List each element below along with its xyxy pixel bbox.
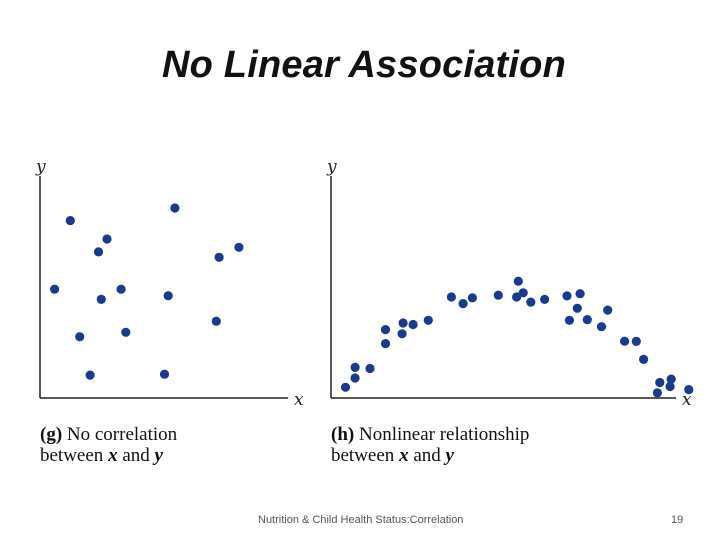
panel-h-y-label: y xyxy=(326,157,337,177)
panel-h-point-6 xyxy=(380,325,391,335)
panel-h-point-31 xyxy=(655,377,665,388)
panel-g-tag: (g) xyxy=(40,424,63,445)
panel-g-point-15 xyxy=(234,242,244,252)
panel-g-points xyxy=(50,203,244,380)
panel-h-point-4 xyxy=(365,363,375,374)
panel-h-points xyxy=(340,276,694,398)
panel-h-point-21 xyxy=(564,315,575,325)
panel-h-caption-line1: Nonlinear relationship xyxy=(358,424,530,445)
panel-g-point-2 xyxy=(65,216,75,226)
panel-h-point-1 xyxy=(340,382,351,392)
panel-h-point-9 xyxy=(408,319,418,330)
panel-g-point-1 xyxy=(50,284,60,294)
panel-h-point-22 xyxy=(572,303,582,313)
panel-g-point-4 xyxy=(85,370,95,380)
panel-h-point-18 xyxy=(526,297,536,307)
panel-h-point-19 xyxy=(540,294,550,304)
panel-h-point-16 xyxy=(513,276,523,286)
panel-h-point-33 xyxy=(666,374,676,384)
panel-g-point-5 xyxy=(93,247,104,257)
panel-g-caption-x: x xyxy=(108,445,118,466)
panel-h-point-29 xyxy=(639,354,649,364)
panel-h-point-23 xyxy=(575,289,585,299)
panel-g-point-6 xyxy=(96,294,106,304)
panel-g-caption-and: and xyxy=(122,445,150,466)
panel-g-caption-y: y xyxy=(154,445,163,466)
panel-h-point-32 xyxy=(665,381,675,392)
panel-h-point-8 xyxy=(398,318,408,328)
panel-g-x-label: x xyxy=(294,390,304,410)
panel-h-point-25 xyxy=(596,322,607,332)
panel-h-point-7 xyxy=(397,329,407,339)
panel-g-caption-line1: No correlation xyxy=(66,424,178,445)
page-number: 19 xyxy=(671,514,684,526)
panel-h-point-17 xyxy=(518,288,528,298)
panel-h-point-27 xyxy=(620,336,630,346)
panel-h-tag: (h) xyxy=(331,424,355,445)
panel-g-point-8 xyxy=(116,284,126,294)
panel-h-point-2 xyxy=(350,373,360,383)
panel-h-caption-y: y xyxy=(445,445,454,466)
panel-g-caption-between: between xyxy=(40,445,104,466)
panel-h-point-30 xyxy=(652,388,663,398)
panel-g-point-11 xyxy=(163,291,173,301)
panel-h-axes: y x xyxy=(326,157,692,410)
panel-h-caption-and: and xyxy=(413,445,441,466)
slide-footer: Nutrition & Child Health Status:Correlat… xyxy=(258,514,464,526)
panel-g-point-9 xyxy=(121,327,131,337)
panel-h-point-20 xyxy=(562,291,572,301)
panel-g-point-3 xyxy=(75,332,85,342)
panel-h-point-24 xyxy=(582,315,592,325)
panel-g-point-14 xyxy=(214,252,224,262)
panel-h-point-11 xyxy=(446,292,456,302)
panel-g-point-13 xyxy=(211,316,221,326)
panel-h-point-26 xyxy=(603,305,613,315)
panel-h-point-5 xyxy=(380,339,391,349)
panel-h-point-12 xyxy=(458,299,468,309)
panel-h-point-10 xyxy=(423,315,433,325)
panel-g-point-7 xyxy=(102,234,112,244)
panel-h-point-15 xyxy=(511,292,522,302)
panel-h-caption-x: x xyxy=(399,445,409,466)
panel-g-axes: y x xyxy=(35,157,304,410)
panel-h-caption-between: between xyxy=(331,445,395,466)
panel-h-point-34 xyxy=(684,385,694,395)
panel-g-y-label: y xyxy=(35,157,46,177)
panel-h-x-label: x xyxy=(682,390,692,410)
panel-g-point-10 xyxy=(159,369,170,379)
panel-g-caption: (g) No correlation between x and y xyxy=(40,424,177,466)
panel-h-caption: (h) Nonlinear relationship between x and… xyxy=(331,424,529,466)
slide-title: No Linear Association xyxy=(162,44,566,86)
panel-h-point-3 xyxy=(350,362,360,372)
panel-h-point-28 xyxy=(631,336,641,346)
panel-g-point-12 xyxy=(170,203,180,213)
panel-h-point-14 xyxy=(493,290,503,300)
panel-h-point-13 xyxy=(467,293,477,303)
